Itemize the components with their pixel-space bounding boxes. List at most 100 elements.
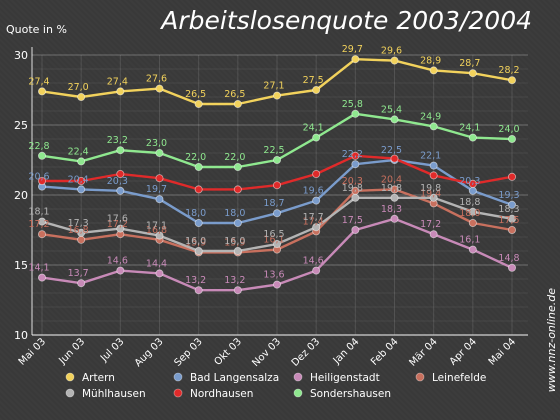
gridlines: [32, 54, 528, 336]
data-label: 22,5: [381, 145, 402, 156]
legend-label: Bad Langensalza: [190, 372, 279, 384]
data-point: [429, 230, 438, 239]
data-label: 17,1: [146, 221, 167, 232]
data-point: [272, 91, 281, 100]
x-tick-label: Feb 04: [369, 336, 401, 368]
data-label: 19,8: [420, 183, 441, 194]
data-label: 22,4: [68, 146, 89, 157]
data-point: [233, 100, 242, 109]
data-point: [312, 196, 321, 205]
data-point: [507, 200, 516, 209]
data-point: [429, 171, 438, 180]
data-point: [351, 151, 360, 160]
legend-marker: [293, 372, 303, 382]
data-point: [312, 223, 321, 232]
data-point: [312, 169, 321, 178]
data-label: 18,8: [459, 197, 480, 208]
legend-marker: [415, 372, 425, 382]
data-point: [233, 286, 242, 295]
data-label: 26,5: [224, 89, 245, 100]
data-point: [116, 87, 125, 96]
data-label: 14,4: [146, 258, 167, 269]
y-tick-label: 30: [14, 49, 28, 62]
y-tick-label: 25: [14, 119, 28, 132]
data-label: 17,2: [107, 219, 128, 230]
data-label: 14,6: [107, 256, 128, 267]
data-label: 22,2: [342, 149, 363, 160]
data-label: 17,7: [303, 212, 324, 223]
data-point: [77, 228, 86, 237]
data-point: [194, 100, 203, 109]
data-labels: 27,4 27,0 27,4 27,6 26,5 26,5 27,1 27,5 29,7 29,6…: [28, 44, 519, 286]
data-label: 14,6: [303, 256, 324, 267]
data-point: [233, 218, 242, 227]
data-point: [77, 157, 86, 166]
data-point: [77, 176, 86, 185]
data-label: 17,5: [498, 215, 519, 226]
data-point: [38, 151, 47, 160]
y-tick-label: 15: [14, 259, 28, 272]
data-point: [429, 66, 438, 75]
data-point: [390, 185, 399, 194]
data-label: 24,1: [303, 123, 324, 134]
data-label: 17,4: [303, 216, 324, 227]
data-point: [77, 185, 86, 194]
data-point: [155, 231, 164, 240]
data-label: 23,0: [146, 138, 167, 149]
data-label: 25,4: [381, 104, 402, 115]
data-label: 14,8: [498, 253, 519, 264]
data-point: [429, 122, 438, 131]
x-tick-label: Jan 04: [331, 336, 362, 367]
data-label: 22,8: [28, 141, 49, 152]
legend: Artern Bad Langensalza Heiligenstadt Leinef…: [65, 372, 486, 400]
data-point: [155, 195, 164, 204]
data-label: 22,0: [224, 152, 245, 163]
data-label: 25,8: [342, 99, 363, 110]
legend-label: Nordhausen: [190, 388, 253, 400]
data-label: 13,7: [68, 268, 89, 279]
source-credit: www.nnz-online.de: [545, 288, 558, 393]
data-point: [155, 84, 164, 93]
legend-label: Heiligenstadt: [310, 372, 380, 384]
data-label: 20,3: [107, 176, 128, 187]
legend-label: Leinefelde: [432, 372, 486, 384]
data-point: [38, 273, 47, 282]
data-label: 27,0: [68, 82, 89, 93]
data-point: [194, 246, 203, 255]
data-point: [77, 279, 86, 288]
data-label: 18,0: [224, 208, 245, 219]
data-label: 27,1: [263, 81, 284, 92]
data-label: 20,3: [342, 176, 363, 187]
x-tick-label: Mai 04: [487, 336, 518, 367]
data-point: [116, 224, 125, 233]
data-label: 17,2: [28, 219, 49, 230]
data-label: 20,3: [459, 176, 480, 187]
legend-marker: [173, 372, 183, 382]
data-label: 14,1: [28, 263, 49, 274]
data-label: 19,8: [381, 183, 402, 194]
data-point: [38, 87, 47, 96]
data-label: 24,9: [420, 111, 441, 122]
data-label: 22,5: [263, 145, 284, 156]
data-label: 15,9: [224, 237, 245, 248]
data-point: [351, 225, 360, 234]
x-tick-label: Nov 03: [250, 336, 283, 369]
data-label: 27,5: [303, 75, 324, 86]
data-point: [272, 239, 281, 248]
y-tick-label: 20: [14, 189, 28, 202]
data-label: 18,3: [381, 204, 402, 215]
data-point: [507, 76, 516, 85]
data-label: 16,1: [459, 235, 480, 246]
legend-marker: [293, 388, 303, 398]
data-point: [77, 93, 86, 102]
data-point: [468, 245, 477, 254]
data-point: [507, 214, 516, 223]
data-point: [194, 218, 203, 227]
data-label: 22,1: [420, 151, 441, 162]
x-tick-label: Aug 03: [133, 336, 166, 369]
legend-marker: [65, 388, 75, 398]
data-point: [155, 174, 164, 183]
y-axis-label: Quote in %: [6, 23, 67, 36]
data-point: [507, 263, 516, 272]
legend-label: Sondershausen: [310, 388, 391, 400]
